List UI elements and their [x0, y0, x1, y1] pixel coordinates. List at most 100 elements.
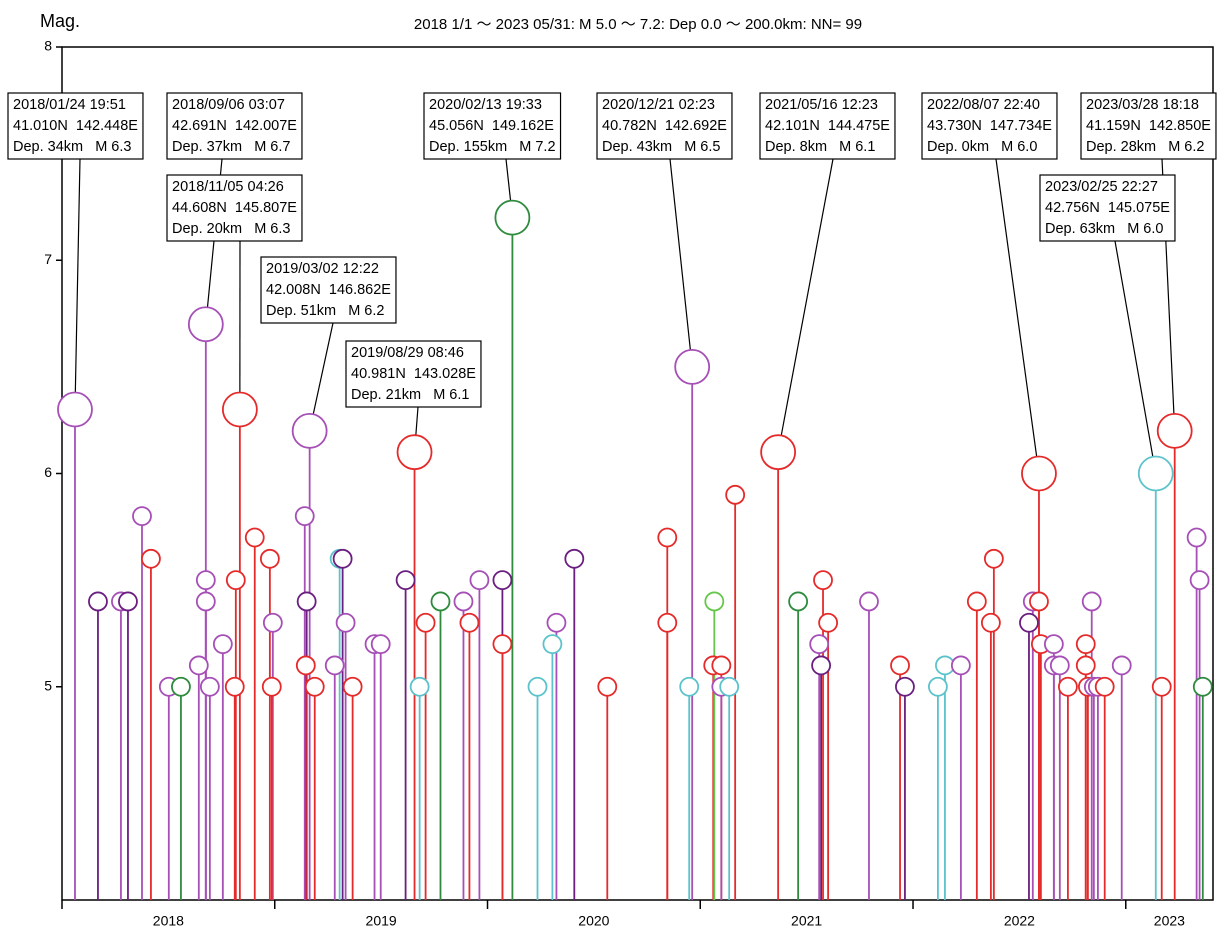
event-marker — [813, 570, 833, 591]
x-tick-label: 2021 — [791, 913, 822, 929]
annotation-pointer — [309, 322, 334, 431]
annotation: 2018/09/06 03:07 42.691N 142.007E Dep. 37k… — [166, 92, 303, 160]
event-marker — [225, 570, 246, 591]
event-marker — [415, 612, 436, 633]
event-marker — [719, 676, 740, 697]
annotation: 2020/02/13 19:33 45.056N 149.162E Dep. 155… — [423, 92, 562, 160]
event-marker — [453, 591, 474, 612]
event-marker — [1049, 655, 1070, 676]
annotation-box — [166, 174, 303, 242]
event-marker — [171, 676, 191, 697]
event-marker — [564, 548, 585, 569]
event-marker — [711, 655, 732, 676]
event-marker — [224, 676, 245, 697]
event-marker — [818, 612, 839, 633]
annotation-text: 2019/03/02 12:22 — [266, 261, 379, 277]
annotation-box — [345, 340, 482, 408]
annotation-text: 2018/09/06 03:07 — [172, 97, 285, 113]
event-marker — [859, 591, 879, 612]
annotation-text: 42.008N 146.862E — [266, 282, 391, 298]
annotation-text: 42.101N 144.475E — [765, 118, 890, 134]
annotation-box — [596, 92, 733, 160]
annotation-box — [260, 256, 397, 324]
x-tick-label: 2020 — [578, 913, 609, 929]
event-marker — [657, 612, 678, 633]
annotation-pointer — [1114, 240, 1157, 474]
event-marker — [221, 391, 258, 428]
annotation-text: 40.782N 142.692E — [602, 118, 727, 134]
event-marker — [118, 591, 138, 612]
event-marker — [657, 527, 678, 548]
annotation-text: Dep. 63km M 6.0 — [1045, 221, 1163, 237]
event-marker — [760, 434, 797, 471]
annotation-box — [7, 92, 144, 160]
annotation-text: 41.010N 142.448E — [13, 118, 138, 134]
event-marker — [469, 570, 490, 591]
event-marker — [1075, 655, 1096, 676]
x-tick-label: 2023 — [1154, 913, 1185, 929]
x-tick-label: 2019 — [366, 913, 397, 929]
annotation-box — [1039, 174, 1176, 242]
annotation-text: Dep. 8km M 6.1 — [765, 139, 875, 155]
event-marker — [966, 591, 987, 612]
event-marker — [296, 591, 317, 612]
event-marker — [674, 348, 711, 385]
event-marker — [597, 676, 618, 697]
event-marker — [1192, 676, 1213, 697]
event-marker — [132, 506, 152, 527]
event-marker — [725, 484, 746, 505]
annotation-text: 2020/12/21 02:23 — [602, 97, 715, 113]
annotation-text: 2019/08/29 08:46 — [351, 345, 464, 361]
event-marker — [1189, 570, 1210, 591]
event-marker — [57, 391, 93, 428]
event-marker — [950, 655, 971, 676]
event-marker — [1156, 412, 1193, 449]
event-marker — [370, 634, 391, 654]
annotation-text: Dep. 43km M 6.5 — [602, 139, 720, 155]
event-marker — [396, 434, 433, 471]
annotation-text: Dep. 20km M 6.3 — [172, 221, 290, 237]
annotation: 2018/11/05 04:26 44.608N 145.807E Dep. 20k… — [166, 174, 303, 242]
event-marker — [430, 591, 451, 612]
event-marker — [291, 412, 328, 449]
event-marker — [679, 676, 700, 697]
event-marker — [980, 612, 1001, 633]
annotation-text: 40.981N 143.028E — [351, 366, 476, 382]
annotation-pointer — [995, 158, 1040, 474]
x-tick-label: 2018 — [153, 913, 184, 929]
event-marker — [1075, 634, 1096, 654]
event-marker — [295, 655, 316, 676]
annotation-box — [166, 92, 303, 160]
annotation: 2022/08/07 22:40 43.730N 147.734E Dep. 0km… — [921, 92, 1058, 160]
event-marker — [542, 634, 563, 654]
event-marker — [1151, 676, 1172, 697]
annotation-text: 2023/03/28 18:18 — [1086, 97, 1199, 113]
event-marker — [1029, 591, 1049, 612]
annotation-text: 2020/02/13 19:33 — [429, 97, 542, 113]
event-marker — [395, 570, 416, 591]
event-marker — [304, 676, 325, 697]
annotation-pointer — [669, 158, 693, 367]
event-marker — [1186, 527, 1207, 548]
event-marker — [809, 634, 830, 654]
event-marker — [890, 655, 910, 676]
annotation-box — [1080, 92, 1217, 160]
annotation: 2019/08/29 08:46 40.981N 143.028E Dep. 21k… — [345, 340, 482, 408]
event-marker — [294, 506, 315, 527]
annotation-text: Dep. 34km M 6.3 — [13, 139, 131, 155]
annotation-text: Dep. 0km M 6.0 — [927, 139, 1037, 155]
event-marker — [1094, 676, 1115, 697]
y-tick-label: 8 — [44, 38, 52, 54]
event-marker — [212, 634, 233, 654]
annotation-text: 42.691N 142.007E — [172, 118, 297, 134]
event-marker — [459, 612, 480, 633]
annotation-text: 41.159N 142.850E — [1086, 118, 1211, 134]
event-marker — [527, 676, 548, 697]
annotation-text: 2018/01/24 19:51 — [13, 97, 126, 113]
annotation-text: 2022/08/07 22:40 — [927, 97, 1040, 113]
event-marker — [244, 527, 265, 548]
event-marker — [1058, 676, 1078, 697]
annotation-text: Dep. 21km M 6.1 — [351, 387, 469, 403]
event-marker — [492, 634, 513, 654]
